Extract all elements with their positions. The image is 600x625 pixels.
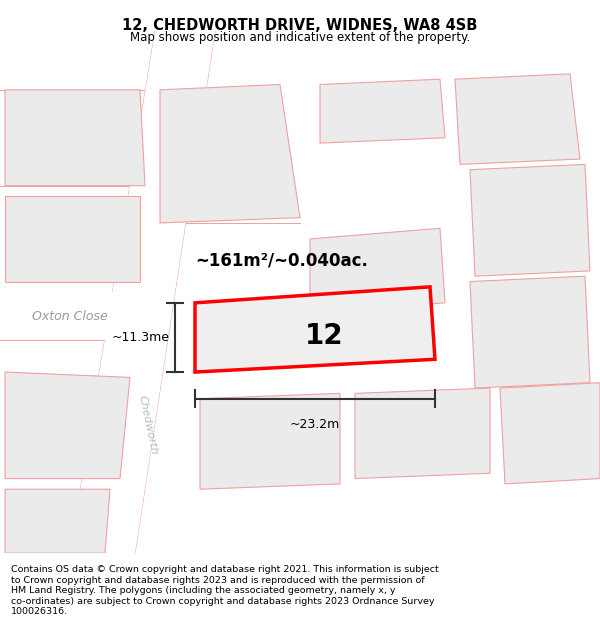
Polygon shape	[455, 74, 580, 164]
Polygon shape	[70, 31, 215, 553]
Text: ~23.2m: ~23.2m	[290, 418, 340, 431]
Polygon shape	[5, 196, 140, 281]
Text: 100026316.: 100026316.	[11, 608, 68, 616]
Polygon shape	[160, 84, 300, 223]
Text: to Crown copyright and database rights 2023 and is reproduced with the permissio: to Crown copyright and database rights 2…	[11, 576, 424, 584]
Polygon shape	[195, 287, 435, 372]
Polygon shape	[5, 372, 130, 479]
Text: 12: 12	[304, 322, 343, 349]
Text: Chedworth: Chedworth	[137, 394, 159, 456]
Polygon shape	[320, 79, 445, 143]
Polygon shape	[310, 228, 445, 314]
Polygon shape	[5, 489, 110, 553]
Polygon shape	[470, 276, 590, 388]
Text: HM Land Registry. The polygons (including the associated geometry, namely x, y: HM Land Registry. The polygons (includin…	[11, 586, 395, 595]
Text: Map shows position and indicative extent of the property.: Map shows position and indicative extent…	[130, 31, 470, 44]
Text: co-ordinates) are subject to Crown copyright and database rights 2023 Ordnance S: co-ordinates) are subject to Crown copyr…	[11, 597, 434, 606]
Polygon shape	[500, 382, 600, 484]
Text: Oxton Close: Oxton Close	[32, 310, 108, 323]
Text: 12, CHEDWORTH DRIVE, WIDNES, WA8 4SB: 12, CHEDWORTH DRIVE, WIDNES, WA8 4SB	[122, 18, 478, 32]
Polygon shape	[0, 292, 165, 340]
Text: ~11.3me: ~11.3me	[112, 331, 170, 344]
Polygon shape	[470, 164, 590, 276]
Polygon shape	[200, 393, 340, 489]
Text: Contains OS data © Crown copyright and database right 2021. This information is : Contains OS data © Crown copyright and d…	[11, 565, 439, 574]
Text: ~161m²/~0.040ac.: ~161m²/~0.040ac.	[195, 251, 368, 269]
Polygon shape	[355, 388, 490, 479]
Polygon shape	[5, 90, 145, 186]
